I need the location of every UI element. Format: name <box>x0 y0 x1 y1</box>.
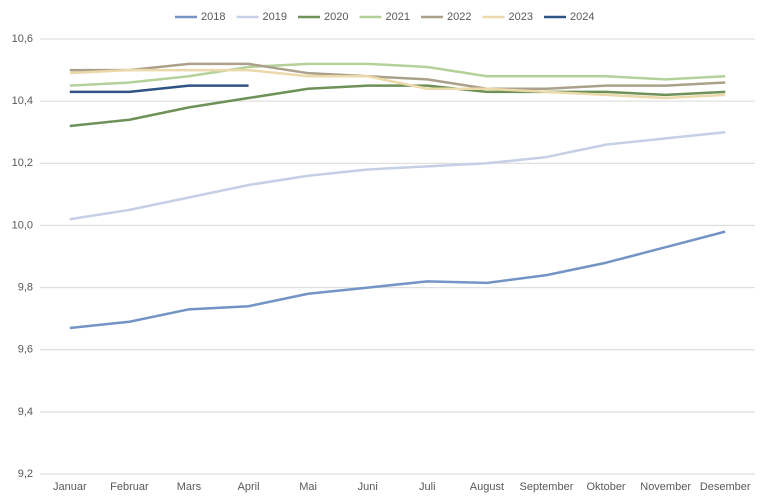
y-tick-label: 10,2 <box>12 157 33 169</box>
y-tick-label: 10,6 <box>12 33 33 45</box>
y-tick-label: 9,8 <box>18 281 33 293</box>
legend-label: 2021 <box>386 11 410 23</box>
x-tick-label: Oktober <box>586 481 625 493</box>
legend-label: 2023 <box>509 11 533 23</box>
x-tick-label: Juli <box>419 481 436 493</box>
legend-label: 2019 <box>263 11 287 23</box>
series-line <box>69 62 726 87</box>
legend-label: 2020 <box>324 11 348 23</box>
series-line <box>69 62 726 90</box>
x-tick-label: August <box>470 481 504 493</box>
y-tick-label: 10,4 <box>12 95 33 107</box>
series-line <box>69 84 249 94</box>
x-tick-label: Juni <box>358 481 378 493</box>
legend-label: 2022 <box>447 11 471 23</box>
x-tick-label: April <box>238 481 260 493</box>
x-tick-label: Februar <box>110 481 149 493</box>
series-line <box>69 84 726 128</box>
series-line <box>69 68 726 100</box>
x-tick-label: Mars <box>177 481 202 493</box>
y-tick-label: 9,6 <box>18 344 33 356</box>
series-line <box>69 130 726 221</box>
y-tick-label: 10,0 <box>12 219 33 231</box>
x-tick-label: Januar <box>53 481 87 493</box>
series-line <box>69 230 726 330</box>
x-tick-label: Desember <box>700 481 751 493</box>
x-tick-label: Mai <box>299 481 317 493</box>
x-tick-label: September <box>520 481 574 493</box>
y-tick-label: 9,4 <box>18 406 33 418</box>
x-tick-label: November <box>640 481 691 493</box>
legend-label: 2024 <box>570 11 594 23</box>
y-tick-label: 9,2 <box>18 468 33 480</box>
legend-label: 2018 <box>201 11 225 23</box>
